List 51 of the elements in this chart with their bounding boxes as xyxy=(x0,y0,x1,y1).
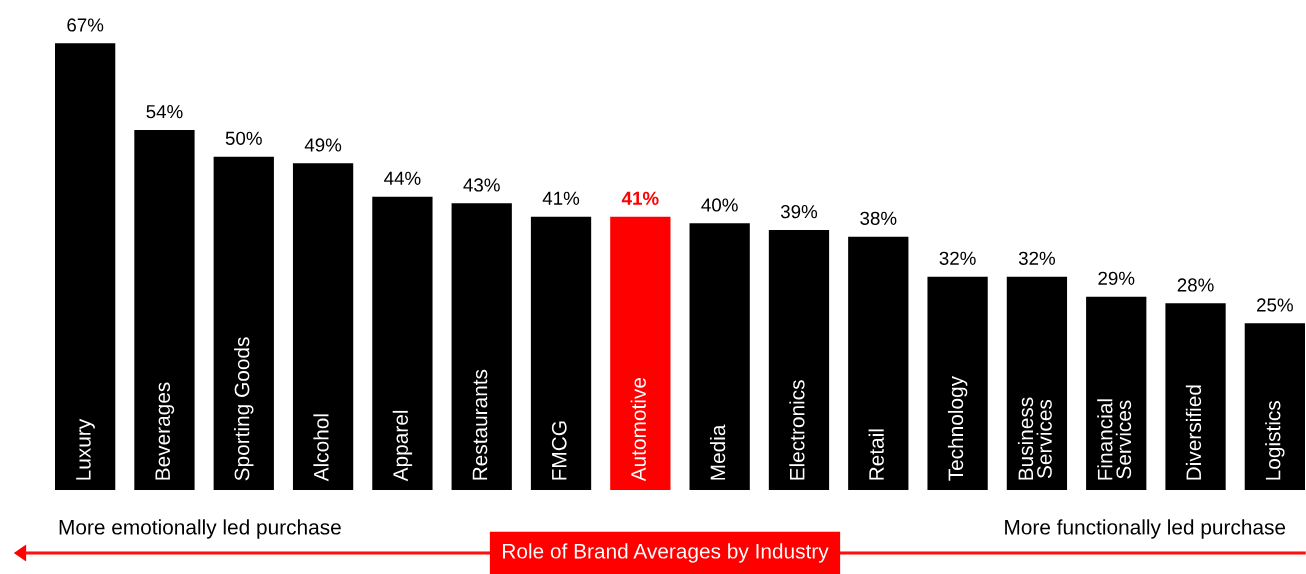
data-label: 32% xyxy=(1018,251,1056,265)
bar xyxy=(55,43,116,490)
data-label: 54% xyxy=(146,105,183,119)
data-label: 40% xyxy=(701,198,738,212)
bar xyxy=(689,223,750,490)
x-tick-label: Restaurants xyxy=(472,369,488,480)
data-label: 25% xyxy=(1257,298,1293,312)
x-axis-title: Role of Brand Averages by Industry xyxy=(503,543,829,563)
data-label: 44% xyxy=(384,171,421,185)
x-tick-label: Beverages xyxy=(155,382,175,480)
x-tick-label: Electronics xyxy=(789,380,805,480)
bar xyxy=(213,156,274,490)
bar xyxy=(372,196,433,490)
bar xyxy=(927,276,988,490)
bar xyxy=(292,163,354,490)
bar xyxy=(768,230,830,490)
x-tick-label: Retail xyxy=(868,429,884,480)
x-tick-label: Media xyxy=(709,424,726,480)
text: More emotionally led purchase xyxy=(59,519,341,539)
x-tick-label: Financial Services xyxy=(1097,399,1132,480)
bar xyxy=(1086,296,1147,490)
bar xyxy=(610,216,671,490)
data-label: 67% xyxy=(67,18,104,32)
bar xyxy=(530,216,592,490)
text: More functionally led purchase xyxy=(1005,519,1286,539)
data-label: 49% xyxy=(304,138,342,152)
x-tick-label: Technology xyxy=(947,375,968,481)
x-tick-label: Luxury xyxy=(76,418,95,480)
x-tick-label: FMCG xyxy=(551,421,567,480)
data-label: 50% xyxy=(225,131,262,145)
bar xyxy=(1244,323,1305,490)
bar xyxy=(1006,276,1068,490)
data-label: 28% xyxy=(1177,278,1214,292)
data-label: 29% xyxy=(1098,271,1135,285)
x-tick-label: Apparel xyxy=(392,410,413,482)
x-tick-label: Alcohol xyxy=(313,414,329,482)
x-tick-label: Business Services xyxy=(1017,397,1052,480)
bar xyxy=(1165,303,1226,490)
data-label: 41% xyxy=(542,191,580,205)
data-label: 41% xyxy=(621,191,659,205)
data-label: 38% xyxy=(860,211,897,225)
x-tick-label: Diversified xyxy=(1185,385,1202,480)
data-label: 39% xyxy=(780,205,818,219)
x-tick-label: Automotive xyxy=(630,378,646,482)
x-tick-label: Sporting Goods xyxy=(234,337,254,481)
data-label: 32% xyxy=(939,251,976,265)
bar xyxy=(848,236,909,490)
data-label: 43% xyxy=(463,178,500,192)
bar xyxy=(134,130,195,490)
bar xyxy=(451,203,512,490)
x-tick-label: Logistics xyxy=(1265,401,1285,480)
